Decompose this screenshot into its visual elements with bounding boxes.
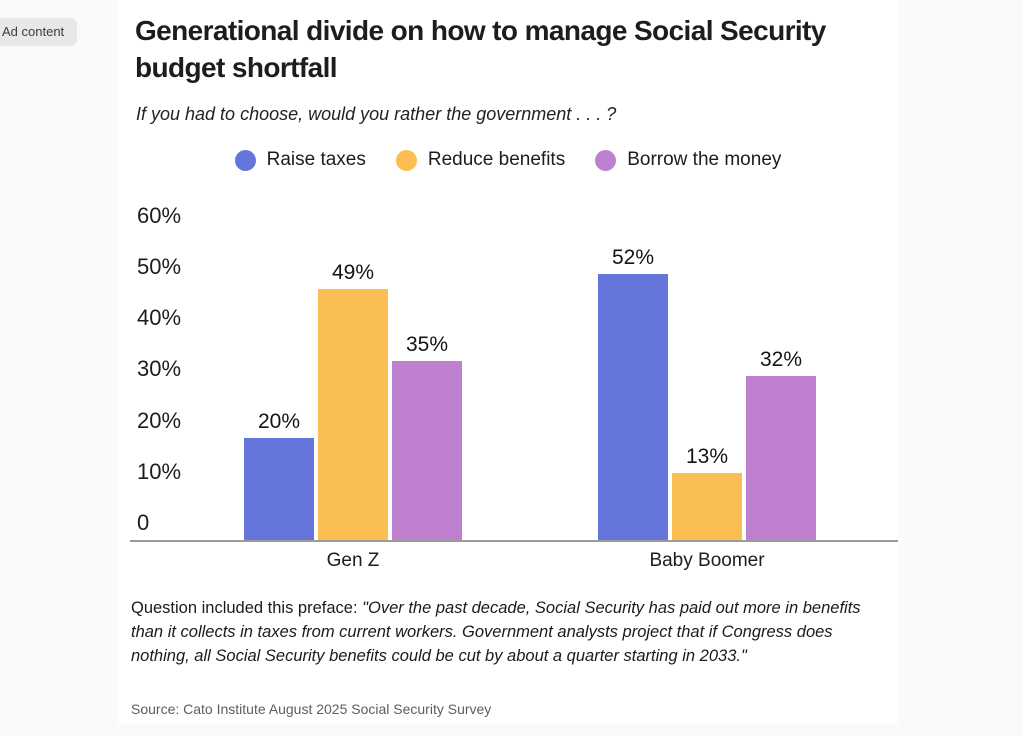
y-axis-tick-10: 10% <box>137 458 182 484</box>
legend-dot-reduce-benefits <box>395 149 417 171</box>
y-axis-tick-20: 20% <box>137 407 182 433</box>
legend: Raise taxes Reduce benefits Borrow the mon… <box>118 149 898 171</box>
y-axis-tick-50: 50% <box>137 254 182 279</box>
y-axis-tick-30: 30% <box>137 356 182 382</box>
bar-gen-z-raise-taxes <box>244 438 314 540</box>
ad-content-badge: Ad content <box>0 18 78 46</box>
x-axis-line <box>130 540 898 542</box>
legend-label: Raise taxes <box>266 149 366 170</box>
bar-value-gen-z-borrow-the-money: 35% <box>405 333 449 356</box>
category-label-baby-boomer: Baby Boomer <box>649 550 765 571</box>
legend-dot-borrow-the-money <box>595 149 617 171</box>
bar-gen-z-reduce-benefits <box>318 289 388 540</box>
legend-label: Reduce benefits <box>427 149 566 170</box>
bar-value-gen-z-raise-taxes: 20% <box>257 410 301 433</box>
bar-value-baby-boomer-reduce-benefits: 13% <box>685 445 729 468</box>
bar-value-baby-boomer-borrow-the-money: 32% <box>759 348 803 371</box>
plot-area: 60% 50% 40% 30% 20% 10% 0 20% 49% 35% Gen Z 52% 13% 3… <box>118 0 898 724</box>
legend-item-borrow-the-money: Borrow the money <box>595 149 781 171</box>
y-axis-tick-0: 0 <box>137 510 150 535</box>
legend-item-reduce-benefits: Reduce benefits <box>395 149 566 171</box>
chart-title: Generational divide on how to manage Soc… <box>135 15 826 83</box>
footnote: Question included this preface: "Over th… <box>131 596 886 668</box>
bar-baby-boomer-borrow-the-money <box>746 376 816 540</box>
bar-baby-boomer-raise-taxes <box>598 274 668 540</box>
bar-value-baby-boomer-raise-taxes: 52% <box>611 246 655 269</box>
bar-gen-z-borrow-the-money <box>392 361 462 540</box>
category-label-gen-z: Gen Z <box>326 550 380 571</box>
legend-label: Borrow the money <box>627 149 782 170</box>
source-line: Source: Cato Institute August 2025 Socia… <box>131 701 492 717</box>
y-axis-tick-60: 60% <box>137 202 182 228</box>
chart-subtitle: If you had to choose, would you rather t… <box>136 104 617 124</box>
bar-baby-boomer-reduce-benefits <box>672 473 742 540</box>
y-axis-tick-40: 40% <box>137 305 182 331</box>
bar-value-gen-z-reduce-benefits: 49% <box>331 261 375 284</box>
chart-card: Generational divide on how to manage Soc… <box>118 0 898 724</box>
legend-dot-raise-taxes <box>234 149 256 171</box>
footnote-quote: "Over the past decade, Social Security h… <box>131 599 861 665</box>
legend-item-raise-taxes: Raise taxes <box>234 149 366 171</box>
footnote-prefix: Question included this preface: <box>131 599 363 617</box>
